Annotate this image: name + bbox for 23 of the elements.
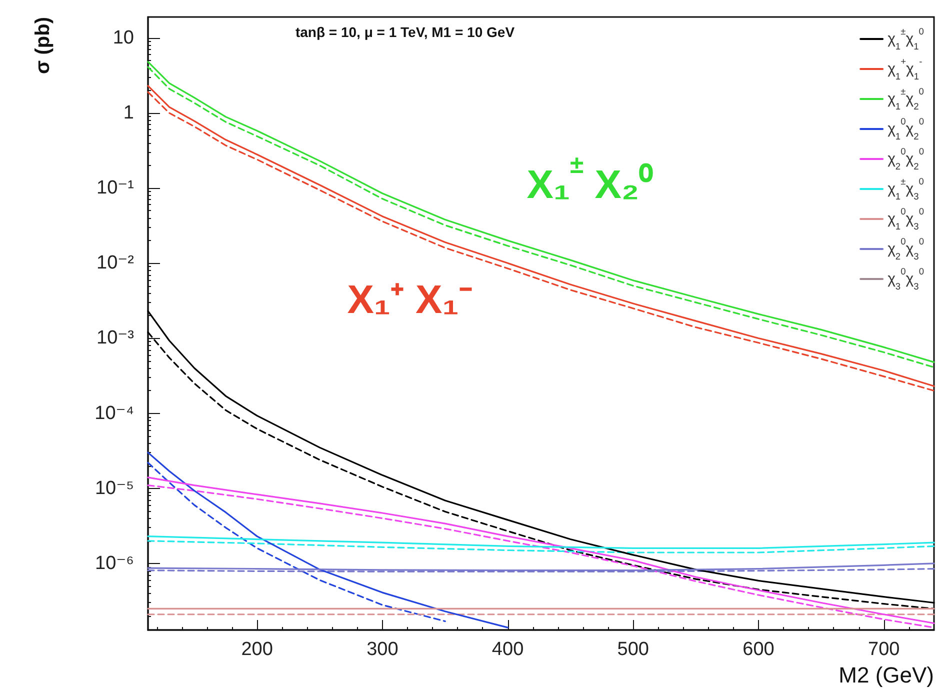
line-series (147, 536, 935, 549)
x-tick-label: 500 (617, 639, 649, 660)
annotation: X₁⁺ X₁⁻ (347, 278, 473, 322)
y-tick-label: 1 (123, 102, 134, 124)
annotation: X₁± X₂⁰ (526, 152, 654, 207)
x-tick-label: 600 (742, 639, 774, 660)
x-tick-label: 400 (492, 639, 524, 660)
y-tick-label: 10⁻⁵ (94, 478, 134, 499)
y-tick-label: 10⁻⁶ (95, 552, 134, 574)
y-tick-label: 10⁻⁴ (94, 402, 134, 424)
y-tick-label: 10 (112, 27, 134, 48)
y-tick-label: 10⁻³ (96, 328, 134, 349)
y-axis-title: σ (pb) (32, 17, 54, 74)
x-tick-label: 200 (241, 639, 273, 660)
y-tick-label: 10⁻¹ (96, 178, 134, 199)
x-tick-label: 300 (366, 639, 398, 660)
line-series (147, 540, 935, 554)
line-series (147, 452, 509, 628)
text: tanβ = 10, μ = 1 TeV, M1 = 10 GeV (295, 24, 516, 40)
line-series (147, 462, 446, 622)
x-axis-title: M2 (GeV) (838, 662, 934, 688)
x-tick-label: 700 (868, 639, 900, 660)
y-tick-label: 10⁻² (96, 252, 134, 274)
